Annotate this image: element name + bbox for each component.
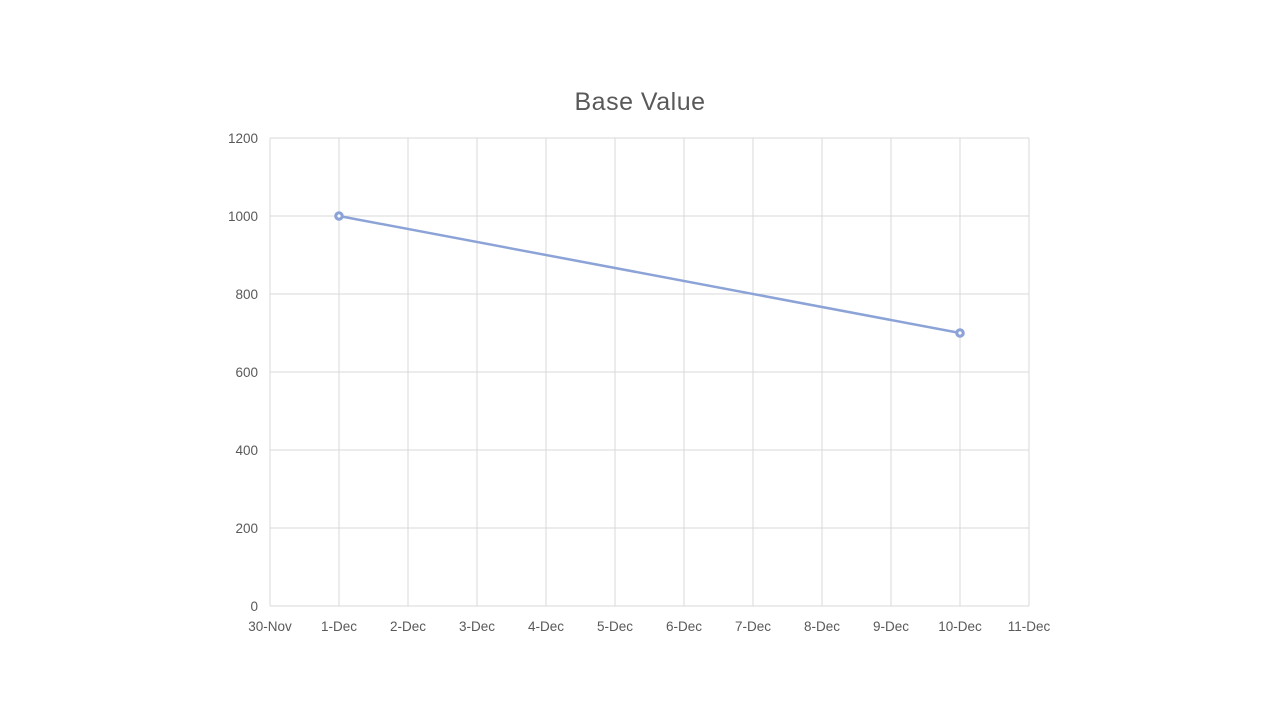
series-line [337, 214, 962, 335]
y-axis-tick-label: 800 [235, 287, 258, 302]
data-point-marker [955, 328, 965, 338]
x-axis-tick-label: 6-Dec [666, 619, 702, 634]
x-axis-tick-label: 2-Dec [390, 619, 426, 634]
x-axis-tick-label: 4-Dec [528, 619, 564, 634]
y-axis-tick-label: 600 [235, 365, 258, 380]
y-axis-tick-label: 1000 [228, 209, 258, 224]
x-axis-tick-label: 30-Nov [248, 619, 292, 634]
x-axis-tick-label: 9-Dec [873, 619, 909, 634]
x-axis-tick-label: 11-Dec [1008, 619, 1051, 634]
x-axis-tick-label: 10-Dec [938, 619, 982, 634]
x-axis-tick-label: 3-Dec [459, 619, 495, 634]
y-axis-tick-label: 0 [250, 599, 258, 614]
x-axis-tick-label: 5-Dec [597, 619, 633, 634]
x-axis-tick-label: 1-Dec [321, 619, 357, 634]
chart-title: Base Value [574, 88, 706, 116]
x-axis-tick-label: 7-Dec [735, 619, 771, 634]
data-point-marker [334, 211, 344, 221]
x-axis-tick-label: 8-Dec [804, 619, 840, 634]
y-axis-tick-label: 1200 [228, 131, 258, 146]
y-axis-tick-label: 200 [235, 521, 258, 536]
y-axis-tick-label: 400 [235, 443, 258, 458]
